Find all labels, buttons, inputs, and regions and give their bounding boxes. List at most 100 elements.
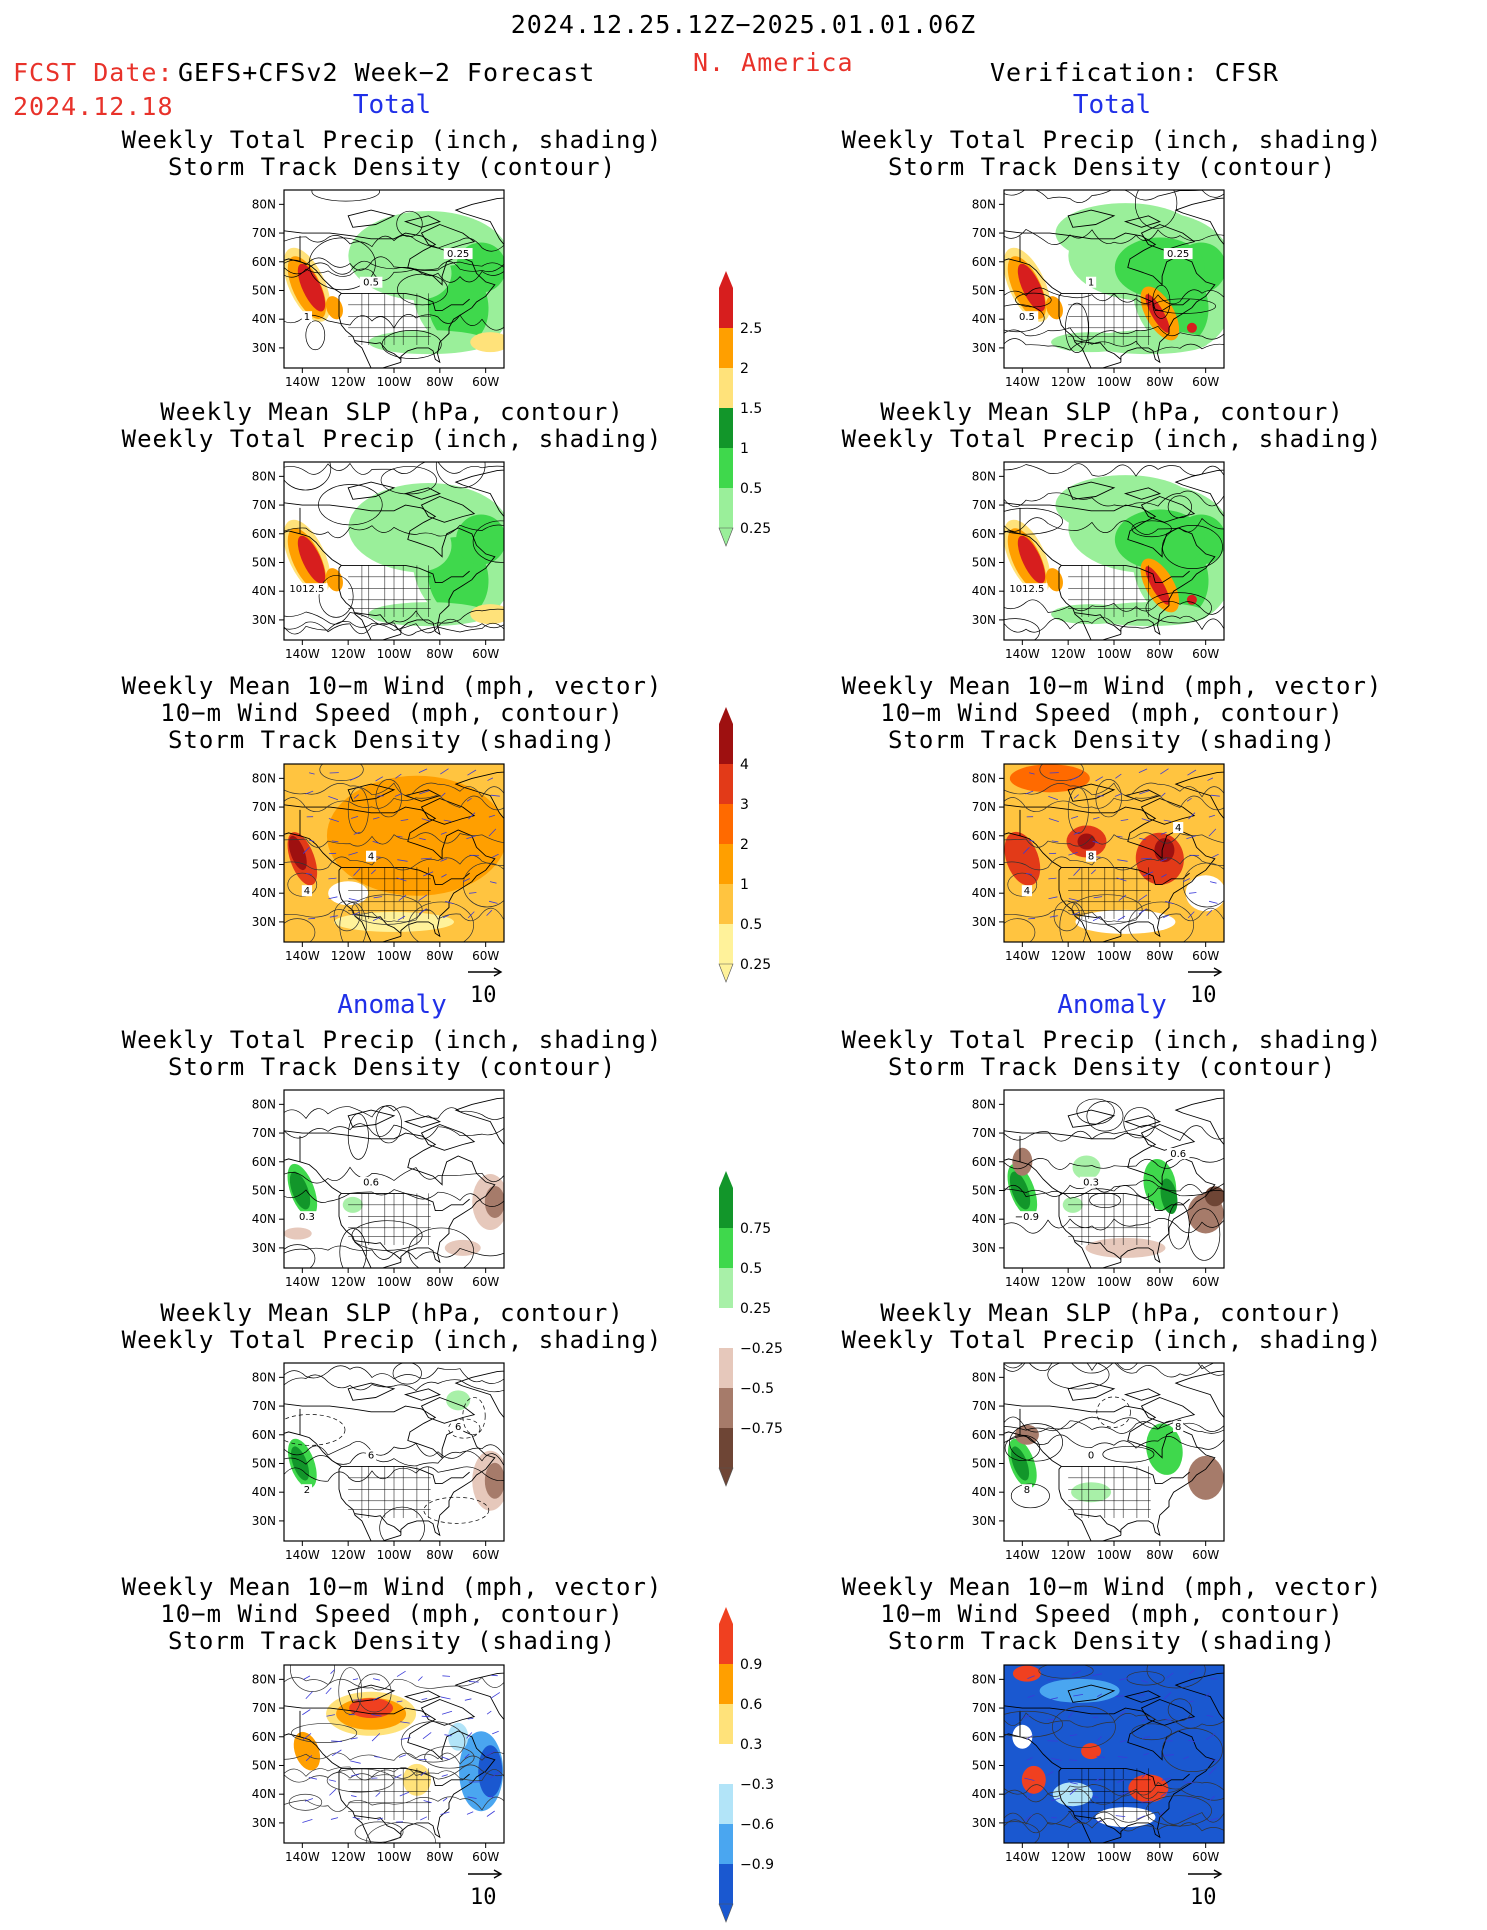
lon-tick-label: 120W [1051,949,1086,963]
colorbar-label: 1 [740,877,749,893]
lat-tick-label: 70N [972,1126,996,1140]
lon-tick-label: 140W [285,949,320,963]
lat-tick-label: 40N [972,1485,996,1499]
contour-label: 4 [1024,886,1030,897]
colorbar-segment [719,884,733,924]
lat-tick-label: 70N [972,498,996,512]
lon-tick-label: 80W [1146,949,1173,963]
lat-tick-label: 80N [252,1672,276,1686]
lat-tick-label: 50N [252,283,276,297]
lat-tick-label: 50N [252,1183,276,1197]
lat-tick-label: 60N [252,255,276,269]
colorbar-label: 3 [740,797,749,813]
lon-tick-label: 140W [285,375,320,389]
lon-tick-label: 80W [426,949,453,963]
lon-tick-label: 80W [1146,375,1173,389]
colorbar-segment [719,724,733,764]
title-line: 10−m Wind Speed (mph, contour) [832,1601,1392,1628]
lat-tick-label: 50N [972,1456,996,1470]
vector-ref-label: 10 [1190,1885,1226,1910]
colorbar-label: 2 [740,837,749,853]
fcst-date-label: FCST Date: [13,58,174,87]
colorbar-svg: 0.750.50.25−0.25−0.5−0.75 [718,1170,798,1490]
lon-tick-label: 60W [1192,647,1219,661]
title-fcst-total-slp: Weekly Mean SLP (hPa, contour) Weekly To… [112,399,672,453]
lat-tick-label: 40N [972,1787,996,1801]
contour-label: 0.3 [1083,1178,1099,1189]
colorbar-label: 0.5 [740,1261,762,1277]
colorbar-svg: 2.521.510.50.25 [718,270,798,550]
vector-ref-label: 10 [470,1885,506,1910]
lat-tick-label: 80N [252,469,276,483]
lon-tick-label: 120W [331,1850,366,1864]
colorbar-segment [719,844,733,884]
colorbar-segment [719,1784,733,1824]
lat-tick-label: 50N [252,555,276,569]
title-line: Weekly Total Precip (inch, shading) [112,1327,672,1354]
lon-tick-label: 60W [1192,375,1219,389]
lat-tick-label: 80N [252,197,276,211]
colorbar-top-cap [719,707,733,724]
lat-tick-label: 80N [972,469,996,483]
title-fcst-total-wind: Weekly Mean 10−m Wind (mph, vector) 10−m… [112,673,672,754]
section-total-left: Total [112,90,672,120]
colorbar-label: 0.25 [740,957,771,973]
lat-tick-label: 50N [972,555,996,569]
lat-tick-label: 30N [252,1241,276,1255]
lon-tick-label: 60W [472,1850,499,1864]
contour-label: 0.6 [1170,1149,1186,1160]
colorbar-label: 0.6 [740,1697,762,1713]
lat-tick-label: 60N [972,829,996,843]
colorbar-label: 4 [740,757,749,773]
title-line: 10−m Wind Speed (mph, contour) [112,1601,672,1628]
contour-label: 8 [1175,1422,1181,1433]
title-verif-anom-slp: Weekly Mean SLP (hPa, contour) Weekly To… [832,1300,1392,1354]
lat-tick-label: 40N [252,1485,276,1499]
lat-tick-label: 80N [972,1097,996,1111]
contour-label: 0.25 [447,249,469,260]
lon-tick-label: 120W [331,1548,366,1562]
arrow-right-icon [1186,1867,1226,1881]
arrow-right-icon [466,1867,506,1881]
lat-tick-label: 50N [252,857,276,871]
colorbar-svg: 0.90.60.3−0.3−0.6−0.9 [718,1606,798,1926]
lat-tick-label: 70N [252,1126,276,1140]
colorbar-segment [719,288,733,328]
title-line: Storm Track Density (contour) [112,1054,672,1081]
lat-tick-label: 60N [252,1155,276,1169]
title-verif-total-slp: Weekly Mean SLP (hPa, contour) Weekly To… [832,399,1392,453]
colorbar-segment [719,1624,733,1664]
contour-label: 6 [455,1422,461,1433]
colorbar-segment [719,488,733,528]
colorbar-label: −0.3 [740,1777,774,1793]
lon-tick-label: 60W [1192,949,1219,963]
lat-tick-label: 80N [972,771,996,785]
contour-label: 1 [1088,278,1094,289]
contour-label: 2 [304,1485,310,1496]
lat-tick-label: 60N [972,1730,996,1744]
lon-tick-label: 80W [1146,1275,1173,1289]
contour-label: 0.6 [363,1178,379,1189]
colorbar-segment [719,1824,733,1864]
colorbar-segment [719,408,733,448]
vector-ref-label: 10 [470,983,506,1008]
lat-tick-label: 60N [972,255,996,269]
title-line: Weekly Mean SLP (hPa, contour) [112,399,672,426]
lat-tick-label: 40N [972,312,996,326]
lon-tick-label: 60W [1192,1850,1219,1864]
title-line: Storm Track Density (shading) [832,1628,1392,1655]
lat-tick-label: 60N [252,527,276,541]
colorbar-segment [719,764,733,804]
lat-tick-label: 80N [252,1097,276,1111]
lon-tick-label: 80W [426,1275,453,1289]
title-line: Weekly Total Precip (inch, shading) [112,426,672,453]
lon-tick-label: 140W [1005,647,1040,661]
title-line: Weekly Mean SLP (hPa, contour) [832,1300,1392,1327]
lat-tick-label: 70N [252,498,276,512]
lon-tick-label: 60W [1192,1548,1219,1562]
